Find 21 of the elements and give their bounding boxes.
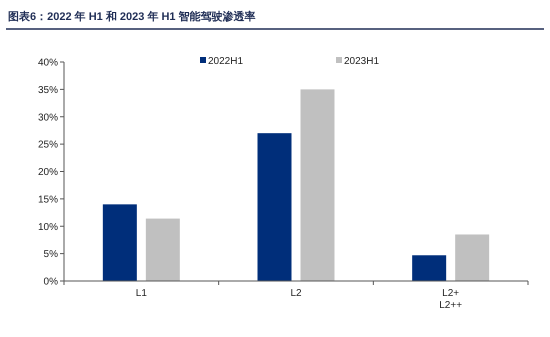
y-tick-label: 15% xyxy=(38,194,58,206)
bar xyxy=(102,204,137,281)
bar xyxy=(412,255,446,281)
y-tick-label: 35% xyxy=(38,84,58,96)
y-tick-label: 20% xyxy=(38,167,58,178)
chart-title: 图表6：2022 年 H1 和 2023 年 H1 智能驾驶渗透率 xyxy=(8,10,256,23)
legend-label: 2022H1 xyxy=(208,56,244,67)
bar xyxy=(146,218,180,281)
bar xyxy=(258,133,292,281)
y-tick-label: 30% xyxy=(38,112,58,124)
y-tick-label: 5% xyxy=(44,249,58,260)
x-tick-label: L2+ L2++ xyxy=(439,288,462,311)
bar xyxy=(455,234,490,281)
y-tick-label: 40% xyxy=(38,58,58,68)
y-tick-label: 25% xyxy=(38,140,58,151)
x-tick-label: L1 xyxy=(136,288,148,299)
y-tick-label: 10% xyxy=(38,222,58,233)
bar xyxy=(300,89,334,281)
x-tick-label: L2 xyxy=(290,288,302,299)
y-tick-label: 0% xyxy=(44,276,58,288)
legend-label: 2023H1 xyxy=(344,56,380,67)
